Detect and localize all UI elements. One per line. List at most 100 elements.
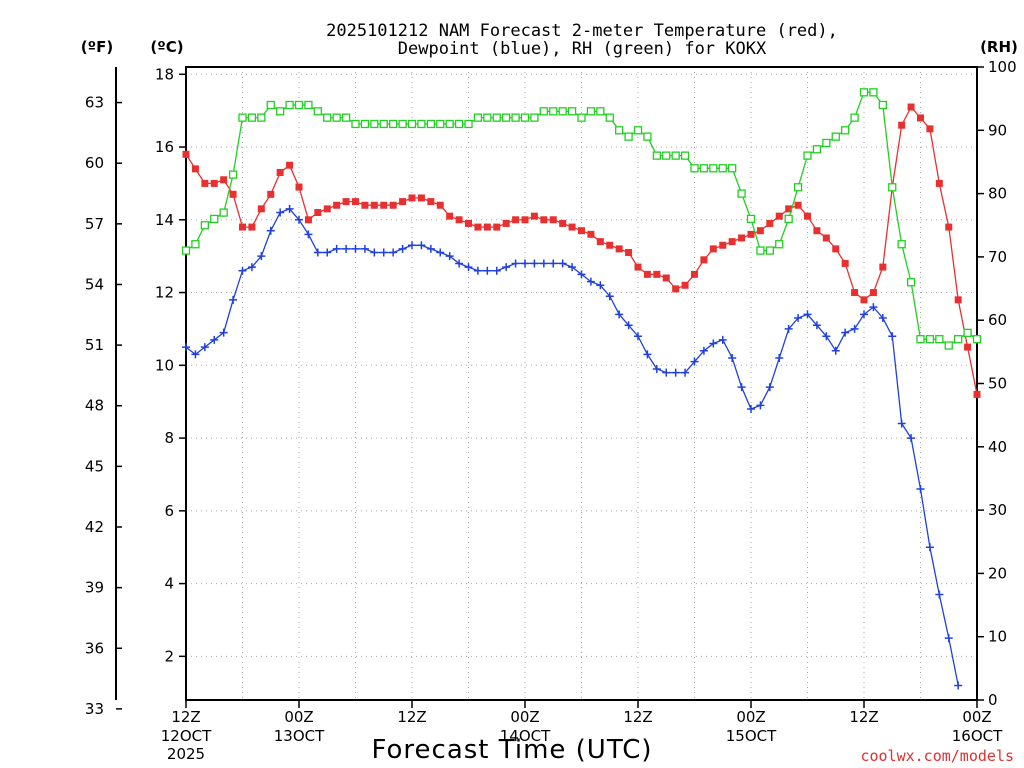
rh-point (671, 151, 680, 160)
dewpoint-point (295, 215, 303, 224)
rh-point (577, 113, 586, 122)
rh-tick-label: 60 (988, 311, 1007, 329)
rh-point (181, 246, 191, 255)
temperature-point (568, 223, 576, 231)
dewpoint-point (257, 252, 266, 261)
rh-point (699, 164, 709, 173)
temperature-point (813, 227, 821, 235)
x-tick-time-label: 12Z (849, 708, 878, 726)
dewpoint-point (850, 324, 859, 333)
dewpoint-point (709, 339, 718, 348)
chart-title-line2: Dewpoint (blue), RH (green) for KOKX (398, 39, 767, 59)
rh-point (370, 119, 379, 129)
dewpoint-point (728, 354, 737, 363)
x-tick-time-label: 00Z (736, 708, 765, 726)
temperature-line (185, 105, 978, 395)
fahrenheit-tick-label: 51 (85, 336, 104, 354)
rh-point (219, 208, 228, 217)
grid-lines (186, 67, 977, 700)
temperature-point (954, 296, 962, 304)
x-tick-year-label: 2025 (167, 745, 205, 763)
dewpoint-point (812, 321, 821, 330)
rh-tick-label: 20 (988, 564, 1007, 582)
fahrenheit-tick-label: 42 (85, 518, 104, 536)
rh-unit-label: (RH) (980, 38, 1018, 56)
temperature-point (935, 179, 943, 187)
fahrenheit-unit-label: (ºF) (81, 38, 113, 56)
rh-point (407, 119, 417, 129)
temperature-point (709, 245, 717, 253)
temperature-point (323, 205, 331, 213)
temperature-point (662, 274, 670, 282)
rh-point (454, 119, 464, 129)
dewpoint-point (360, 244, 369, 253)
series-group (181, 88, 982, 690)
temperature-point (822, 234, 830, 242)
temperature-point (248, 223, 256, 231)
temperature-point (512, 216, 520, 224)
dewpoint-point (586, 277, 595, 286)
rh-point (878, 100, 887, 110)
temperature-point (869, 289, 877, 297)
dewpoint-point (238, 266, 247, 275)
rh-tick-label: 70 (988, 248, 1007, 266)
temperature-point (775, 212, 783, 220)
temperature-point (521, 216, 529, 224)
x-tick-date-label: 16OCT (952, 727, 1003, 745)
rh-point (728, 164, 737, 173)
celsius-tick-label: 16 (155, 138, 174, 156)
rh-point (831, 132, 840, 141)
dewpoint-line (185, 208, 959, 686)
rh-point (586, 107, 596, 116)
rh-point (549, 107, 558, 116)
rh-tick-label: 80 (988, 185, 1007, 203)
fahrenheit-tick-label: 33 (85, 700, 104, 718)
dewpoint-point (436, 248, 445, 257)
rh-point (841, 126, 850, 135)
temperature-point (719, 241, 727, 249)
temperature-point (220, 176, 228, 184)
dewpoint-point (417, 241, 426, 250)
rh-point (341, 113, 351, 122)
temperature-point (691, 270, 698, 278)
rh-point (793, 183, 803, 192)
rh-point (709, 164, 718, 173)
rh-point (502, 113, 511, 122)
temperature-point (408, 194, 416, 202)
rh-point (859, 88, 869, 97)
dewpoint-point (229, 295, 238, 304)
rh-point (944, 341, 953, 350)
rh-point (473, 113, 483, 122)
celsius-unit-label: (ºC) (150, 38, 183, 56)
temperature-point (625, 249, 633, 257)
temperature-point (436, 201, 444, 209)
dewpoint-point (332, 244, 341, 253)
dewpoint-point (219, 328, 228, 337)
fahrenheit-tick-label: 60 (85, 154, 104, 172)
rh-point (567, 107, 577, 116)
dewpoint-point (615, 310, 624, 319)
rh-tick-label: 50 (988, 375, 1007, 393)
x-tick-date-label: 14OCT (500, 727, 551, 745)
rh-tick-label: 40 (988, 438, 1007, 456)
dewpoint-point (304, 230, 313, 239)
rh-point (360, 119, 370, 129)
rh-point (972, 335, 982, 344)
rh-point (436, 119, 445, 129)
rh-point (332, 113, 341, 122)
dewpoint-point (935, 590, 944, 599)
temperature-point (304, 216, 312, 224)
dewpoint-point (662, 368, 671, 377)
celsius-tick-label: 14 (155, 211, 174, 229)
rh-point (304, 100, 313, 110)
chart-title-line1: 2025101212 NAM Forecast 2-meter Temperat… (326, 21, 838, 41)
temperature-point (643, 270, 651, 278)
rh-point (746, 214, 756, 224)
x-axis-title: Forecast Time (UTC) (371, 735, 652, 765)
rh-point (643, 132, 652, 141)
celsius-tick-label: 2 (164, 647, 174, 665)
dewpoint-point (511, 259, 520, 268)
dewpoint-point (398, 244, 407, 253)
dewpoint-point (681, 368, 690, 377)
temperature-point (549, 216, 557, 224)
